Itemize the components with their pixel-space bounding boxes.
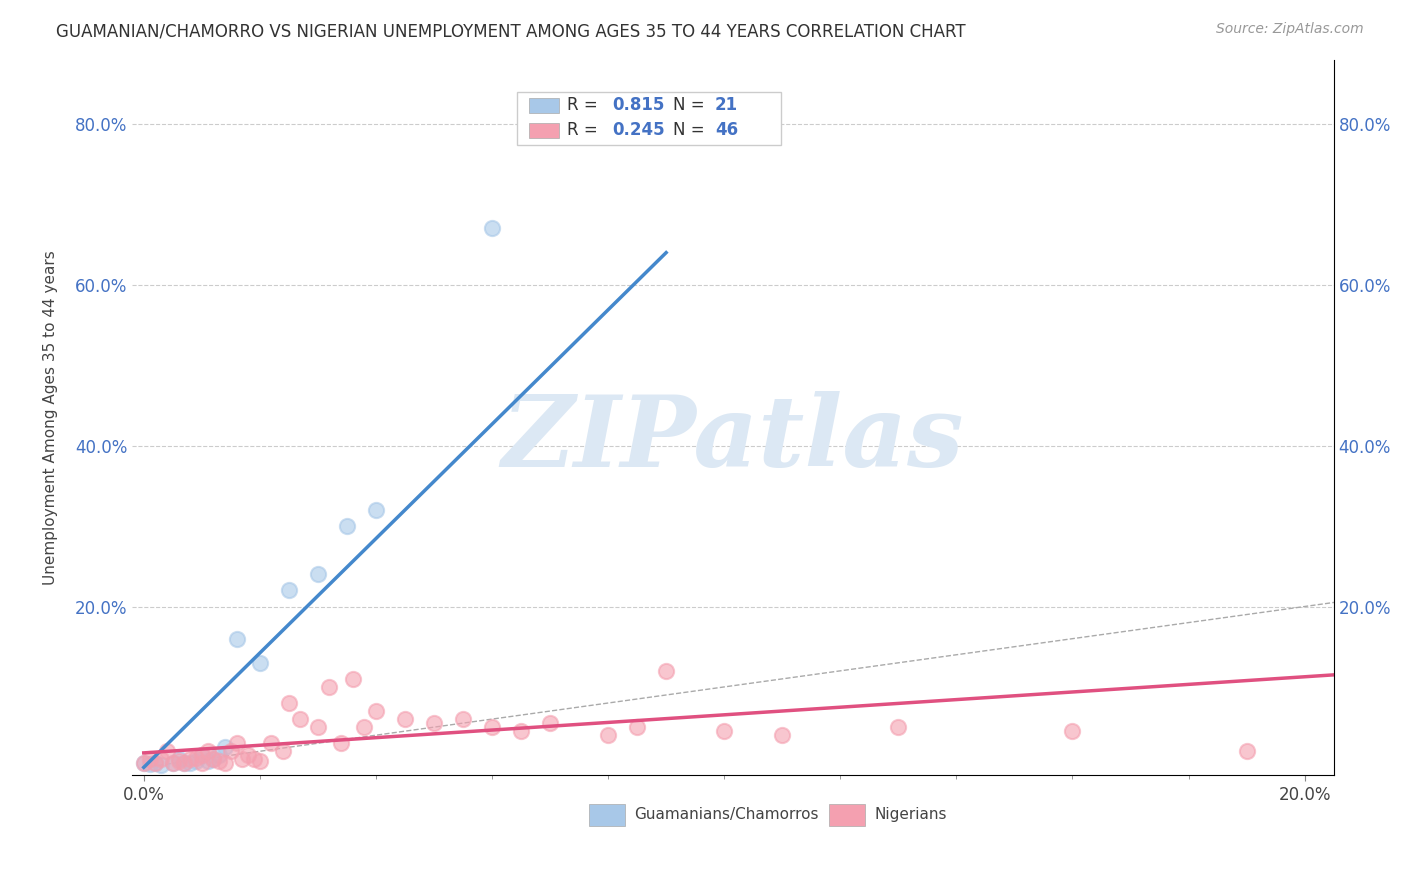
Point	[394, 712, 416, 726]
Point	[150, 758, 173, 772]
Point	[197, 744, 219, 758]
Point	[538, 716, 561, 731]
Point	[202, 752, 225, 766]
Text: R =: R =	[567, 95, 598, 113]
Text: Nigerians: Nigerians	[875, 807, 948, 822]
Point	[330, 736, 353, 750]
Point	[202, 752, 225, 766]
Point	[138, 752, 160, 766]
Text: ZIPatlas: ZIPatlas	[502, 391, 965, 487]
Point	[423, 716, 446, 731]
Point	[191, 748, 214, 763]
Point	[173, 756, 195, 771]
Point	[167, 752, 190, 766]
Point	[179, 752, 201, 766]
Point	[1062, 724, 1084, 739]
Text: GUAMANIAN/CHAMORRO VS NIGERIAN UNEMPLOYMENT AMONG AGES 35 TO 44 YEARS CORRELATIO: GUAMANIAN/CHAMORRO VS NIGERIAN UNEMPLOYM…	[56, 22, 966, 40]
Point	[277, 583, 299, 598]
Point	[342, 672, 364, 686]
Point	[214, 756, 236, 771]
Text: 0.815: 0.815	[613, 95, 665, 113]
Point	[132, 756, 155, 771]
Point	[1236, 744, 1258, 758]
Point	[336, 519, 359, 533]
Point	[364, 503, 387, 517]
Y-axis label: Unemployment Among Ages 35 to 44 years: Unemployment Among Ages 35 to 44 years	[44, 250, 58, 585]
Point	[219, 744, 242, 758]
Point	[290, 712, 312, 726]
Point	[451, 712, 474, 726]
Point	[208, 754, 231, 768]
Point	[156, 744, 179, 758]
Point	[179, 756, 201, 771]
Point	[225, 632, 247, 646]
Text: R =: R =	[567, 121, 598, 139]
Point	[214, 740, 236, 755]
Bar	[529, 122, 558, 138]
Point	[277, 696, 299, 710]
Point	[173, 756, 195, 771]
Point	[197, 754, 219, 768]
Point	[271, 744, 294, 758]
Point	[353, 720, 375, 734]
Point	[318, 680, 340, 694]
Point	[249, 656, 271, 670]
Point	[510, 724, 533, 739]
Point	[598, 728, 620, 742]
Point	[145, 756, 167, 771]
Point	[167, 754, 190, 768]
Point	[231, 752, 253, 766]
Bar	[529, 97, 558, 113]
Point	[260, 736, 283, 750]
Text: 21: 21	[714, 95, 738, 113]
Point	[307, 720, 329, 734]
Point	[307, 567, 329, 582]
Point	[162, 756, 184, 771]
Point	[184, 754, 207, 768]
Point	[150, 752, 173, 766]
Text: 46: 46	[714, 121, 738, 139]
Point	[481, 720, 503, 734]
Point	[191, 748, 214, 763]
Bar	[589, 804, 624, 825]
Point	[626, 720, 648, 734]
Point	[655, 664, 678, 678]
Point	[162, 756, 184, 771]
Point	[713, 724, 735, 739]
Point	[145, 756, 167, 771]
Text: Source: ZipAtlas.com: Source: ZipAtlas.com	[1216, 22, 1364, 37]
Point	[249, 754, 271, 768]
Point	[138, 757, 160, 772]
Text: N =: N =	[673, 95, 704, 113]
Bar	[830, 804, 865, 825]
Point	[191, 756, 214, 771]
Point	[238, 748, 260, 763]
FancyBboxPatch shape	[516, 92, 780, 145]
Point	[481, 221, 503, 235]
Point	[132, 756, 155, 771]
Point	[208, 748, 231, 763]
Point	[225, 736, 247, 750]
Text: N =: N =	[673, 121, 704, 139]
Point	[770, 728, 793, 742]
Text: 0.245: 0.245	[613, 121, 665, 139]
Point	[243, 752, 266, 766]
Text: Guamanians/Chamorros: Guamanians/Chamorros	[634, 807, 818, 822]
Point	[184, 750, 207, 764]
Point	[887, 720, 910, 734]
Point	[364, 704, 387, 718]
